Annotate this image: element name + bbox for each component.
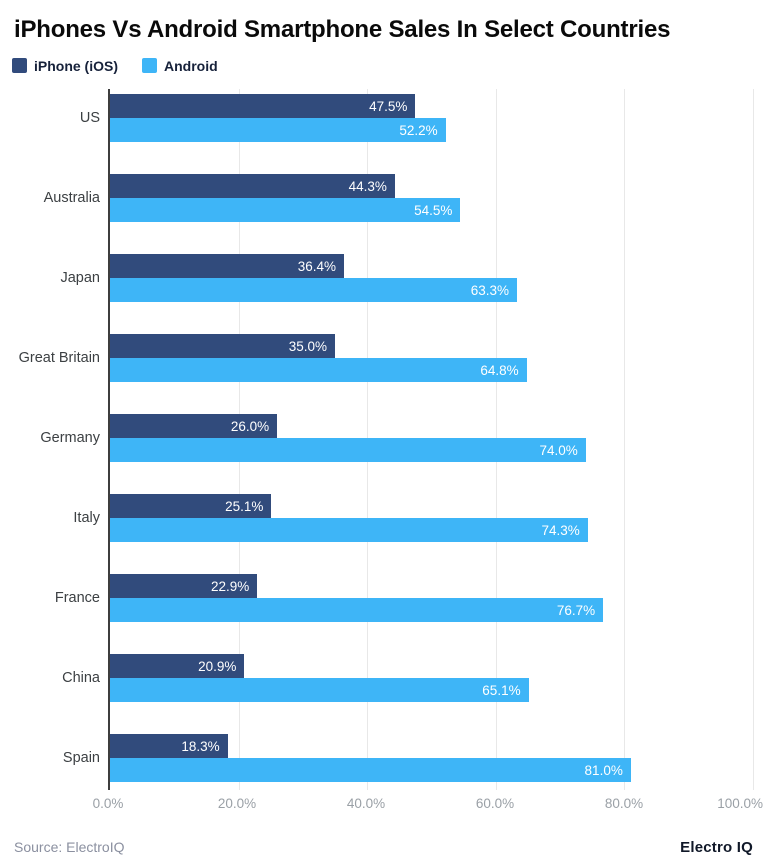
legend-label-android: Android bbox=[164, 57, 218, 74]
bar-group-us: 47.5% 52.2% bbox=[110, 94, 753, 142]
value-label-iphone-china: 20.9% bbox=[198, 658, 237, 674]
value-label-android-france: 76.7% bbox=[556, 602, 596, 618]
category-axis: US Australia Japan Great Britain Germany Ital… bbox=[0, 89, 100, 790]
bar-group-japan: 36.4% 63.3% bbox=[110, 254, 753, 302]
bar-iphone-france: 22.9% bbox=[110, 574, 258, 598]
category-label-japan: Japan bbox=[60, 270, 100, 286]
bar-iphone-spain: 18.3% bbox=[110, 734, 228, 758]
brand-logo: Electro IQ bbox=[680, 839, 753, 856]
value-label-iphone-germany: 26.0% bbox=[230, 418, 270, 434]
legend-label-iphone: iPhone (iOS) bbox=[34, 57, 118, 74]
category-label-us: US bbox=[79, 110, 100, 126]
bar-android-france: 76.7% bbox=[110, 598, 604, 622]
bar-android-china: 65.1% bbox=[110, 678, 529, 702]
value-label-iphone-us: 47.5% bbox=[369, 98, 408, 114]
bar-android-italy: 74.3% bbox=[110, 518, 588, 542]
bar-iphone-japan: 36.4% bbox=[110, 254, 345, 278]
bar-android-australia: 54.5% bbox=[110, 198, 461, 222]
gridline-100.0% bbox=[753, 89, 754, 790]
value-label-android-us: 52.2% bbox=[399, 122, 438, 138]
category-label-spain: Spain bbox=[62, 750, 100, 766]
x-tick-100.0%: 100.0% bbox=[717, 796, 764, 811]
legend: iPhone (iOS) Android bbox=[12, 57, 768, 74]
bar-android-germany: 74.0% bbox=[110, 438, 586, 462]
category-label-italy: Italy bbox=[73, 510, 100, 526]
footer: Source: ElectroIQ Electro IQ bbox=[0, 839, 768, 856]
value-label-android-spain: 81.0% bbox=[584, 762, 623, 778]
value-label-android-australia: 54.5% bbox=[414, 202, 453, 218]
x-tick-40.0%: 40.0% bbox=[346, 796, 386, 811]
bar-chart: US Australia Japan Great Britain Germany Ital… bbox=[0, 89, 768, 815]
bar-group-france: 22.9% 76.7% bbox=[110, 574, 753, 622]
category-label-france: France bbox=[54, 590, 100, 606]
x-tick-20.0%: 20.0% bbox=[217, 796, 257, 811]
bar-iphone-us: 47.5% bbox=[110, 94, 416, 118]
category-label-china: China bbox=[62, 670, 100, 686]
bar-group-germany: 26.0% 74.0% bbox=[110, 414, 753, 462]
bar-iphone-italy: 25.1% bbox=[110, 494, 272, 518]
bar-android-spain: 81.0% bbox=[110, 758, 631, 782]
legend-item-android: Android bbox=[142, 58, 218, 74]
legend-item-iphone: iPhone (iOS) bbox=[12, 58, 118, 74]
value-label-android-japan: 63.3% bbox=[470, 282, 510, 298]
value-axis: 0.0% 20.0% 40.0% 60.0% 80.0% 100.0% bbox=[93, 796, 763, 814]
x-tick-60.0%: 60.0% bbox=[475, 796, 515, 811]
value-label-iphone-australia: 44.3% bbox=[348, 178, 387, 194]
value-label-iphone-great-britain: 35.0% bbox=[288, 338, 328, 354]
bar-group-australia: 44.3% 54.5% bbox=[110, 174, 753, 222]
bar-group-spain: 18.3% 81.0% bbox=[110, 734, 753, 782]
category-label-germany: Germany bbox=[40, 430, 100, 446]
chart-title: iPhones Vs Android Smartphone Sales In S… bbox=[14, 16, 671, 43]
gridline-80.0% bbox=[624, 89, 626, 790]
category-label-australia: Australia bbox=[43, 190, 100, 206]
value-label-android-china: 65.1% bbox=[482, 682, 521, 698]
legend-swatch-iphone bbox=[12, 58, 27, 73]
value-label-iphone-france: 22.9% bbox=[210, 578, 250, 594]
x-tick-0.0%: 0.0% bbox=[92, 796, 124, 811]
bar-android-us: 52.2% bbox=[110, 118, 446, 142]
bar-android-great-britain: 64.8% bbox=[110, 358, 527, 382]
category-label-great-britain: Great Britain bbox=[18, 350, 100, 366]
legend-swatch-android bbox=[142, 58, 157, 73]
bar-iphone-great-britain: 35.0% bbox=[110, 334, 336, 358]
bar-group-italy: 25.1% 74.3% bbox=[110, 494, 753, 542]
value-label-iphone-italy: 25.1% bbox=[225, 498, 264, 514]
x-tick-80.0%: 80.0% bbox=[604, 796, 644, 811]
plot-area: 47.5% 52.2% 44.3% 54.5% 36.4% 63.3% 35.0% 64.8%… bbox=[108, 89, 754, 790]
value-label-iphone-japan: 36.4% bbox=[297, 258, 337, 274]
bar-iphone-australia: 44.3% bbox=[110, 174, 395, 198]
bar-group-china: 20.9% 65.1% bbox=[110, 654, 753, 702]
bar-iphone-china: 20.9% bbox=[110, 654, 245, 678]
bar-group-great-britain: 35.0% 64.8% bbox=[110, 334, 753, 382]
value-label-iphone-spain: 18.3% bbox=[181, 738, 220, 754]
bar-android-japan: 63.3% bbox=[110, 278, 518, 302]
value-label-android-germany: 74.0% bbox=[539, 442, 578, 458]
bar-iphone-germany: 26.0% bbox=[110, 414, 278, 438]
source-note: Source: ElectroIQ bbox=[14, 839, 125, 855]
value-label-android-great-britain: 64.8% bbox=[480, 362, 519, 378]
value-label-android-italy: 74.3% bbox=[541, 522, 580, 538]
